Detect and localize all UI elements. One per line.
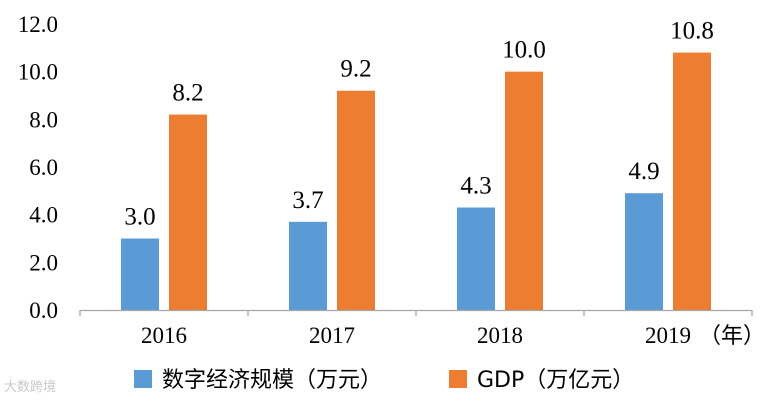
bars: [121, 52, 711, 311]
legend: 数字经济规模（万元） GDP（万亿元）: [134, 368, 634, 393]
legend-label: GDP（万亿元）: [477, 368, 634, 393]
x-tick-label: 2019: [645, 323, 691, 348]
y-tick-label: 2.0: [29, 250, 58, 275]
data-label: 4.3: [460, 173, 491, 200]
data-labels: 3.0 8.2 3.7 9.2 4.3 10.0 4.9 10.8: [124, 18, 714, 231]
y-tick-label: 12.0: [18, 12, 58, 37]
bar-digital-economy-2018: [457, 207, 495, 310]
data-label: 3.7: [292, 187, 323, 214]
y-tick-label: 6.0: [29, 155, 58, 180]
y-tick-label: 10.0: [18, 60, 58, 85]
bar-digital-economy-2017: [289, 221, 327, 310]
bar-digital-economy-2019: [625, 193, 663, 310]
y-tick-label: 8.0: [29, 107, 58, 132]
x-axis: 2016 2017 2018 2019 （年）: [79, 309, 765, 349]
legend-label: 数字经济规模（万元）: [162, 368, 382, 393]
data-label: 10.8: [670, 18, 714, 45]
data-label: 3.0: [124, 204, 155, 231]
bar-gdp-2016: [169, 114, 207, 310]
x-tick-label: 2017: [309, 323, 355, 348]
data-label: 10.0: [502, 37, 546, 64]
bar-gdp-2018: [505, 71, 543, 311]
x-tick-label: 2018: [477, 323, 523, 348]
x-unit-label: （年）: [699, 324, 765, 349]
y-axis: 0.0 2.0 4.0 6.0 8.0 10.0 12.0: [18, 12, 58, 323]
y-tick-label: 4.0: [29, 203, 58, 228]
bar-digital-economy-2016: [121, 238, 159, 310]
bar-gdp-2017: [337, 90, 375, 310]
data-label: 9.2: [340, 56, 371, 83]
data-label: 4.9: [628, 158, 659, 185]
y-tick-label: 0.0: [29, 298, 58, 323]
watermark: 大数跨境: [4, 380, 57, 395]
bar-gdp-2019: [673, 52, 711, 310]
legend-swatch: [134, 370, 152, 388]
data-label: 8.2: [172, 80, 203, 107]
legend-swatch: [449, 370, 467, 388]
x-tick-label: 2016: [141, 323, 187, 348]
